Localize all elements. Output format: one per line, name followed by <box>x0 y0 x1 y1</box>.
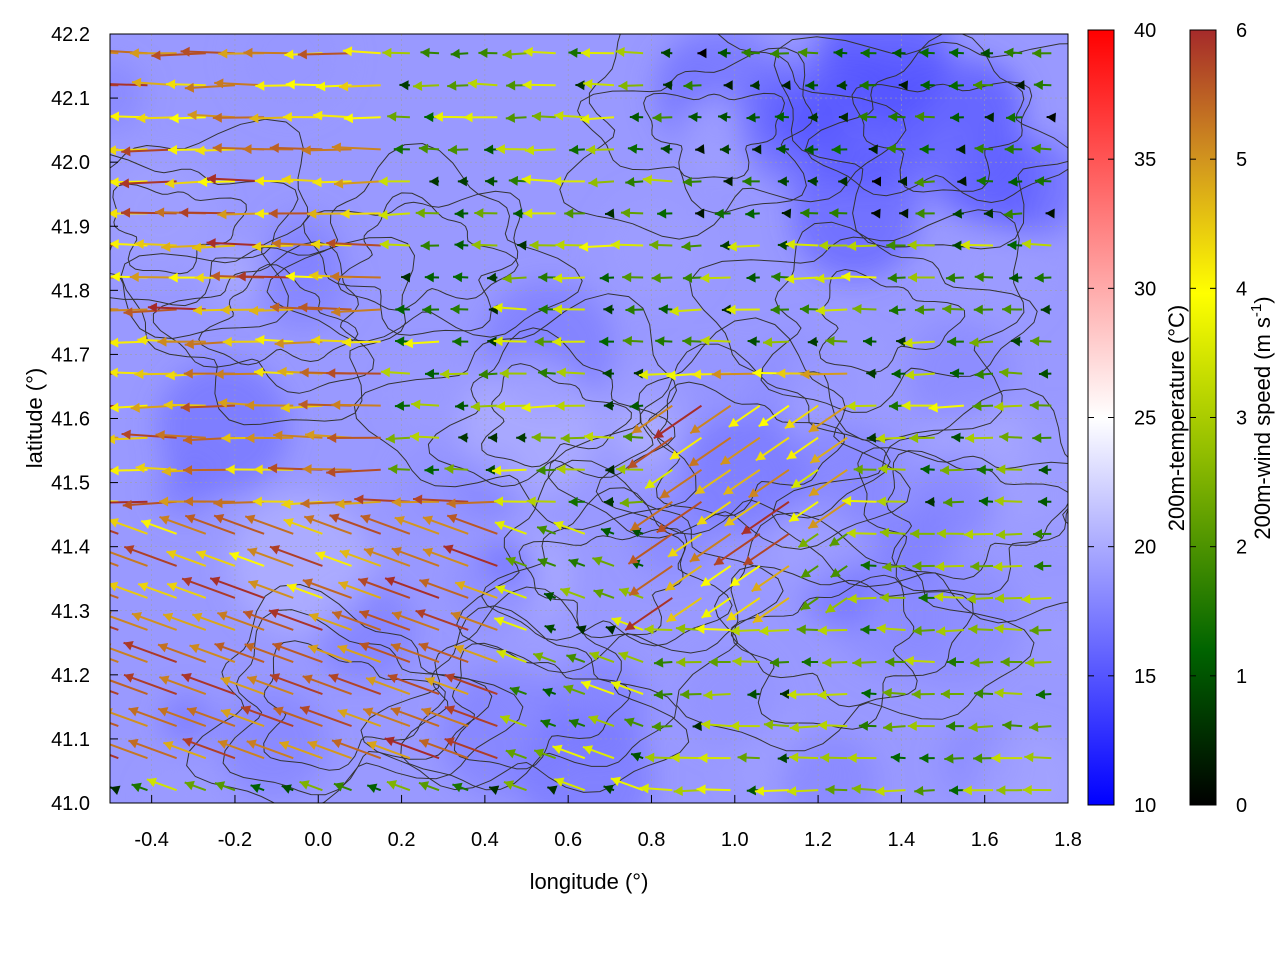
wind-arrow-head <box>61 369 70 379</box>
wind-arrow-head <box>66 513 76 522</box>
colorbar-tick-label: 6 <box>1236 20 1247 42</box>
colorbar-tick-label: 3 <box>1236 408 1247 430</box>
y-tick-label: 41.3 <box>51 601 90 623</box>
temperature-patch <box>461 360 599 498</box>
wind-arrow-head <box>99 306 108 316</box>
x-tick-label: 0.0 <box>304 829 332 851</box>
colorbar-tick-label: 30 <box>1134 278 1156 300</box>
colorbar-tick-label: 25 <box>1134 408 1156 430</box>
x-tick-label: 1.6 <box>971 829 999 851</box>
wind-arrow-head <box>68 706 78 715</box>
x-tick-label: 1.0 <box>721 829 749 851</box>
temperature-patch <box>147 766 218 837</box>
y-tick-label: 41.1 <box>51 729 90 751</box>
y-tick-label: 41.4 <box>51 537 90 559</box>
colorbar-tick-label: 1 <box>1236 666 1247 688</box>
temperature-patch <box>1033 602 1096 665</box>
wind-arrow-head <box>98 675 108 684</box>
wind-arrow-head <box>71 643 81 652</box>
wind-arrow-head <box>64 239 73 249</box>
temperature-patch <box>780 734 879 833</box>
y-tick-label: 42.2 <box>51 24 90 46</box>
x-tick-label: 0.2 <box>388 829 416 851</box>
temperature-patch <box>157 361 289 493</box>
wind-speed-label-superscript: -1 <box>1248 304 1265 317</box>
wind-arrow-shaft <box>90 502 148 503</box>
x-axis-label: longitude (°) <box>530 869 649 894</box>
temperature-patch <box>235 2 346 113</box>
temperature-patch <box>481 536 532 587</box>
wind-arrow-head <box>90 79 99 89</box>
x-tick-label: 0.4 <box>471 829 499 851</box>
colorbar-tick-label: 10 <box>1134 795 1156 817</box>
plot-area: -0.4 -0.2 0.0 0.2 0.4 0.6 0.8 1.0 1.2 1.4 1.6 1.8 4… <box>0 0 1122 851</box>
y-tick-label: 42.1 <box>51 88 90 110</box>
temperature-patch <box>393 359 464 430</box>
temperature-patch <box>977 732 1081 836</box>
wind-arrow-head <box>69 578 79 587</box>
wind-speed-colorbar: 0 1 2 3 4 5 6 200m-wind speed (m s-1) <box>1190 20 1275 817</box>
temperature-colorbar: 10 15 20 25 30 35 40 200m-temperature (°C) <box>1088 20 1189 817</box>
colorbar-tick-label: 0 <box>1236 795 1247 817</box>
y-axis: 41.0 41.1 41.2 41.3 41.4 41.5 41.6 41.7 41.8 41.9… <box>51 24 118 815</box>
x-tick-label: 1.2 <box>804 829 832 851</box>
wind-arrow-shaft <box>67 469 118 470</box>
colorbar-tick-label: 35 <box>1134 149 1156 171</box>
y-tick-label: 41.7 <box>51 344 90 366</box>
wind-arrow-head <box>70 303 79 313</box>
wind-arrow-head <box>70 45 79 55</box>
wind-arrow-head <box>77 174 86 184</box>
y-tick-label: 41.0 <box>51 793 90 815</box>
temperature-colorbar-label: 200m-temperature (°C) <box>1164 305 1189 531</box>
wind-arrow-head <box>90 498 99 508</box>
wind-speed-colorbar-label: 200m-wind speed (m s-1) <box>1248 296 1275 539</box>
wind-arrow-head <box>96 46 105 56</box>
y-tick-label: 41.2 <box>51 665 90 687</box>
x-tick-label: 0.8 <box>638 829 666 851</box>
wind-arrow-shaft <box>99 310 148 311</box>
x-tick-label: -0.4 <box>134 829 168 851</box>
x-tick-label: -0.2 <box>218 829 252 851</box>
colorbar-tick-label: 15 <box>1134 666 1156 688</box>
temperature-patch <box>678 649 778 749</box>
colorbar-tick-label: 5 <box>1236 149 1247 171</box>
wind-arrow-head <box>101 547 111 556</box>
wind-arrow-head <box>100 739 110 748</box>
y-tick-label: 41.9 <box>51 216 90 238</box>
y-tick-label: 41.6 <box>51 409 90 431</box>
wind-arrow-head <box>72 432 81 442</box>
wind-arrow-head <box>75 111 84 121</box>
colorbar-tick-label: 20 <box>1134 537 1156 559</box>
colorbar-tick-label: 4 <box>1236 278 1247 300</box>
x-tick-label: 1.4 <box>887 829 915 851</box>
colorbar-tick-label: 2 <box>1236 537 1247 559</box>
colorbar-tick-label: 40 <box>1134 20 1156 42</box>
x-tick-label: 1.8 <box>1054 829 1082 851</box>
y-tick-label: 42.0 <box>51 152 90 174</box>
y-tick-label: 41.5 <box>51 473 90 495</box>
y-tick-label: 41.8 <box>51 280 90 302</box>
y-axis-label: latitude (°) <box>22 368 47 469</box>
x-tick-label: 0.6 <box>554 829 582 851</box>
wind-arrow-head <box>81 495 90 505</box>
wind-speed-label-close: ) <box>1250 296 1275 303</box>
